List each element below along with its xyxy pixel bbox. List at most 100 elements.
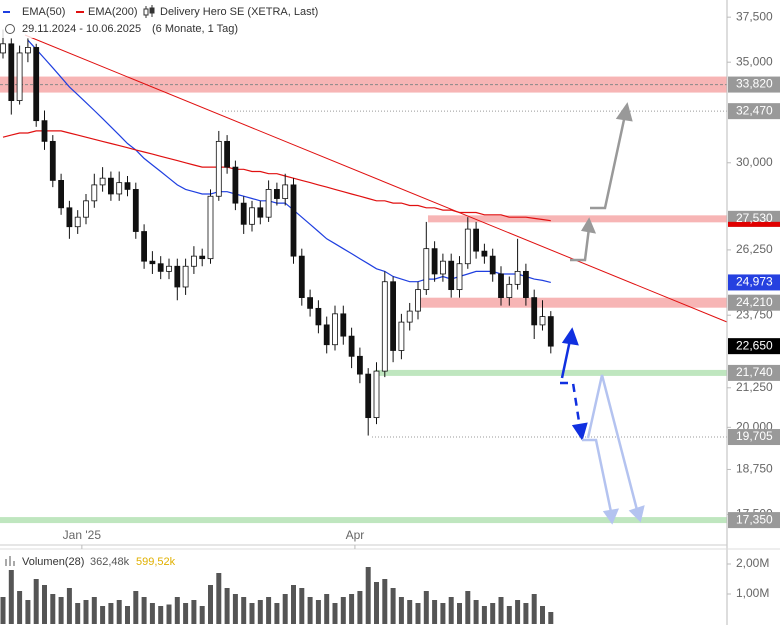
candle-body	[365, 373, 372, 419]
volume-bar	[515, 600, 521, 624]
arrow	[586, 374, 639, 511]
arrow-head	[628, 505, 645, 523]
level-label: 27,530	[736, 211, 773, 225]
volume-bar	[390, 588, 396, 624]
candle-body	[99, 177, 106, 186]
volume-bar	[25, 600, 31, 624]
candle-body	[33, 47, 40, 122]
arrow	[570, 227, 591, 262]
y-tick-label: 21,250	[736, 380, 773, 394]
volume-icon	[5, 556, 15, 566]
volume-bar	[224, 588, 230, 624]
volume-bar	[457, 603, 462, 624]
ema-line	[27, 39, 551, 283]
volume-bar	[125, 606, 130, 624]
chart-title: Delivery Hero SE (XETRA, Last)	[160, 6, 318, 18]
volume-label: Volumen(28)	[22, 556, 84, 568]
trend-line	[24, 34, 728, 323]
candle-body	[523, 270, 529, 298]
volume-bar	[0, 597, 6, 624]
candle-body	[224, 140, 231, 168]
level-label: 22,650	[736, 338, 773, 352]
volume-bar	[398, 597, 404, 624]
period: (6 Monate, 1 Tag)	[152, 23, 238, 35]
candle-body	[149, 260, 156, 265]
arrow-head	[615, 102, 633, 122]
volume-bar	[465, 591, 471, 624]
arrow-head	[580, 217, 597, 234]
volume-bar	[299, 588, 305, 624]
volume-bar	[8, 570, 14, 624]
candle-body	[8, 43, 15, 101]
candle-body	[108, 177, 114, 195]
volume-bar	[332, 603, 338, 624]
volume-bar	[158, 606, 164, 624]
volume-bar	[307, 597, 313, 624]
candle-body	[265, 189, 272, 218]
volume-bar	[42, 585, 47, 624]
candle-body	[66, 207, 73, 228]
level-bands	[0, 76, 727, 524]
volume-bar	[257, 600, 263, 624]
candle-body	[348, 335, 355, 357]
candle-body	[74, 216, 81, 228]
volume-bar	[108, 603, 114, 624]
x-tick-label: Apr	[346, 528, 365, 542]
legend-bg	[0, 0, 330, 38]
level-label: 32,470	[736, 103, 773, 117]
volume-bar	[66, 588, 72, 624]
level-label: 33,820	[736, 77, 773, 91]
volume-bar	[17, 591, 23, 624]
candle-body	[157, 263, 164, 272]
candle-body	[0, 43, 6, 54]
candle-body	[49, 140, 56, 181]
level-label: 24,973	[736, 275, 773, 289]
arrow	[590, 114, 627, 210]
candle-icon	[143, 5, 155, 18]
arrow-head	[571, 422, 588, 441]
volume-bar	[531, 594, 537, 624]
volume-bar	[432, 600, 438, 624]
volume-bar	[349, 594, 355, 624]
volume-bar	[382, 579, 388, 624]
arrow	[582, 438, 613, 513]
candle-body	[41, 120, 48, 142]
candle-body	[373, 370, 380, 419]
level-label: 19,705	[736, 429, 773, 443]
y-tick-label: 26,250	[736, 242, 773, 256]
ema-line	[2, 130, 551, 222]
candle-body	[406, 310, 413, 323]
volume-bar	[100, 606, 106, 624]
level-band	[428, 215, 727, 223]
x-tick-label: Jan '25	[63, 528, 102, 542]
candle-body	[273, 189, 280, 199]
y-tick-label: 23,750	[736, 307, 773, 321]
volume-tick-label: 1,00M	[736, 586, 769, 600]
volume-bar	[440, 603, 446, 624]
volume-bar	[133, 591, 139, 624]
candle-body	[547, 316, 554, 347]
volume-bar	[448, 597, 454, 624]
volume-bar	[423, 591, 429, 624]
candle-body	[456, 263, 463, 291]
volume-bar	[291, 585, 296, 624]
volume-bar	[282, 594, 288, 624]
volume-bar	[149, 603, 155, 624]
candle-body	[58, 180, 64, 209]
volume-bar	[340, 597, 346, 624]
candle-body	[448, 260, 455, 291]
candle-body	[124, 182, 131, 190]
volume-bar	[365, 567, 371, 624]
volume-bar	[75, 603, 81, 624]
level-band	[375, 369, 727, 376]
arrow-head	[602, 508, 620, 525]
candle-body	[415, 289, 421, 312]
volume-bar	[174, 597, 180, 624]
volume-bar	[490, 603, 496, 624]
candle-body	[506, 283, 513, 298]
volume-bar	[58, 597, 64, 624]
y-tick-label: 18,750	[736, 462, 773, 476]
candle-body	[539, 316, 546, 326]
candle-body	[141, 231, 148, 262]
level-box	[728, 274, 780, 291]
